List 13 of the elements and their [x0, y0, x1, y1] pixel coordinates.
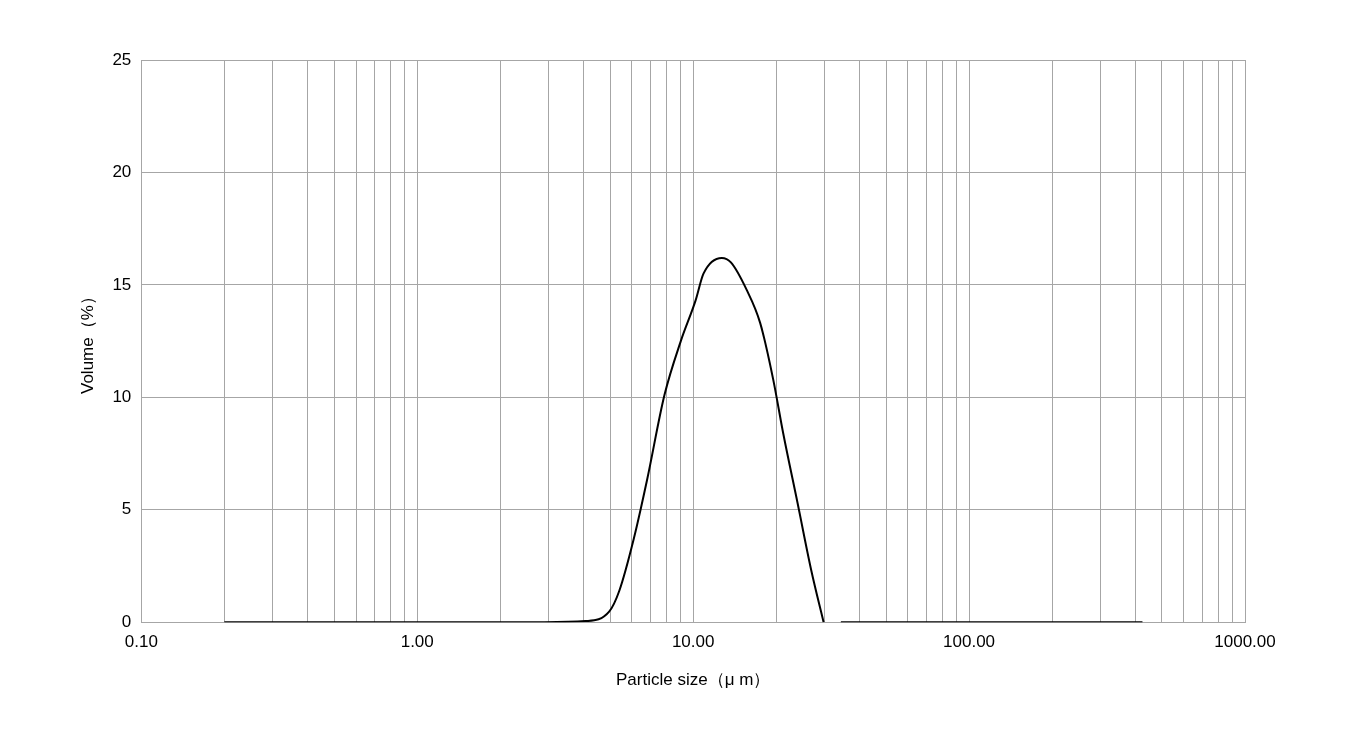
y-tick-label: 0	[121, 611, 132, 631]
x-tick-label: 1000.00	[1214, 632, 1276, 652]
y-tick-label: 25	[112, 49, 132, 69]
y-axis-title: Volume（%）	[77, 288, 97, 395]
y-tick-label: 10	[112, 387, 132, 407]
x-tick-label: 0.10	[124, 632, 158, 652]
y-tick-label: 5	[121, 499, 132, 519]
x-tick-label: 100.00	[943, 632, 996, 652]
x-axis-title: Particle size（μ m）	[615, 670, 771, 690]
y-tick-label: 20	[112, 162, 132, 182]
x-tick-label: 10.00	[671, 632, 715, 652]
x-tick-label: 1.00	[400, 632, 434, 652]
y-tick-label: 15	[112, 274, 132, 294]
